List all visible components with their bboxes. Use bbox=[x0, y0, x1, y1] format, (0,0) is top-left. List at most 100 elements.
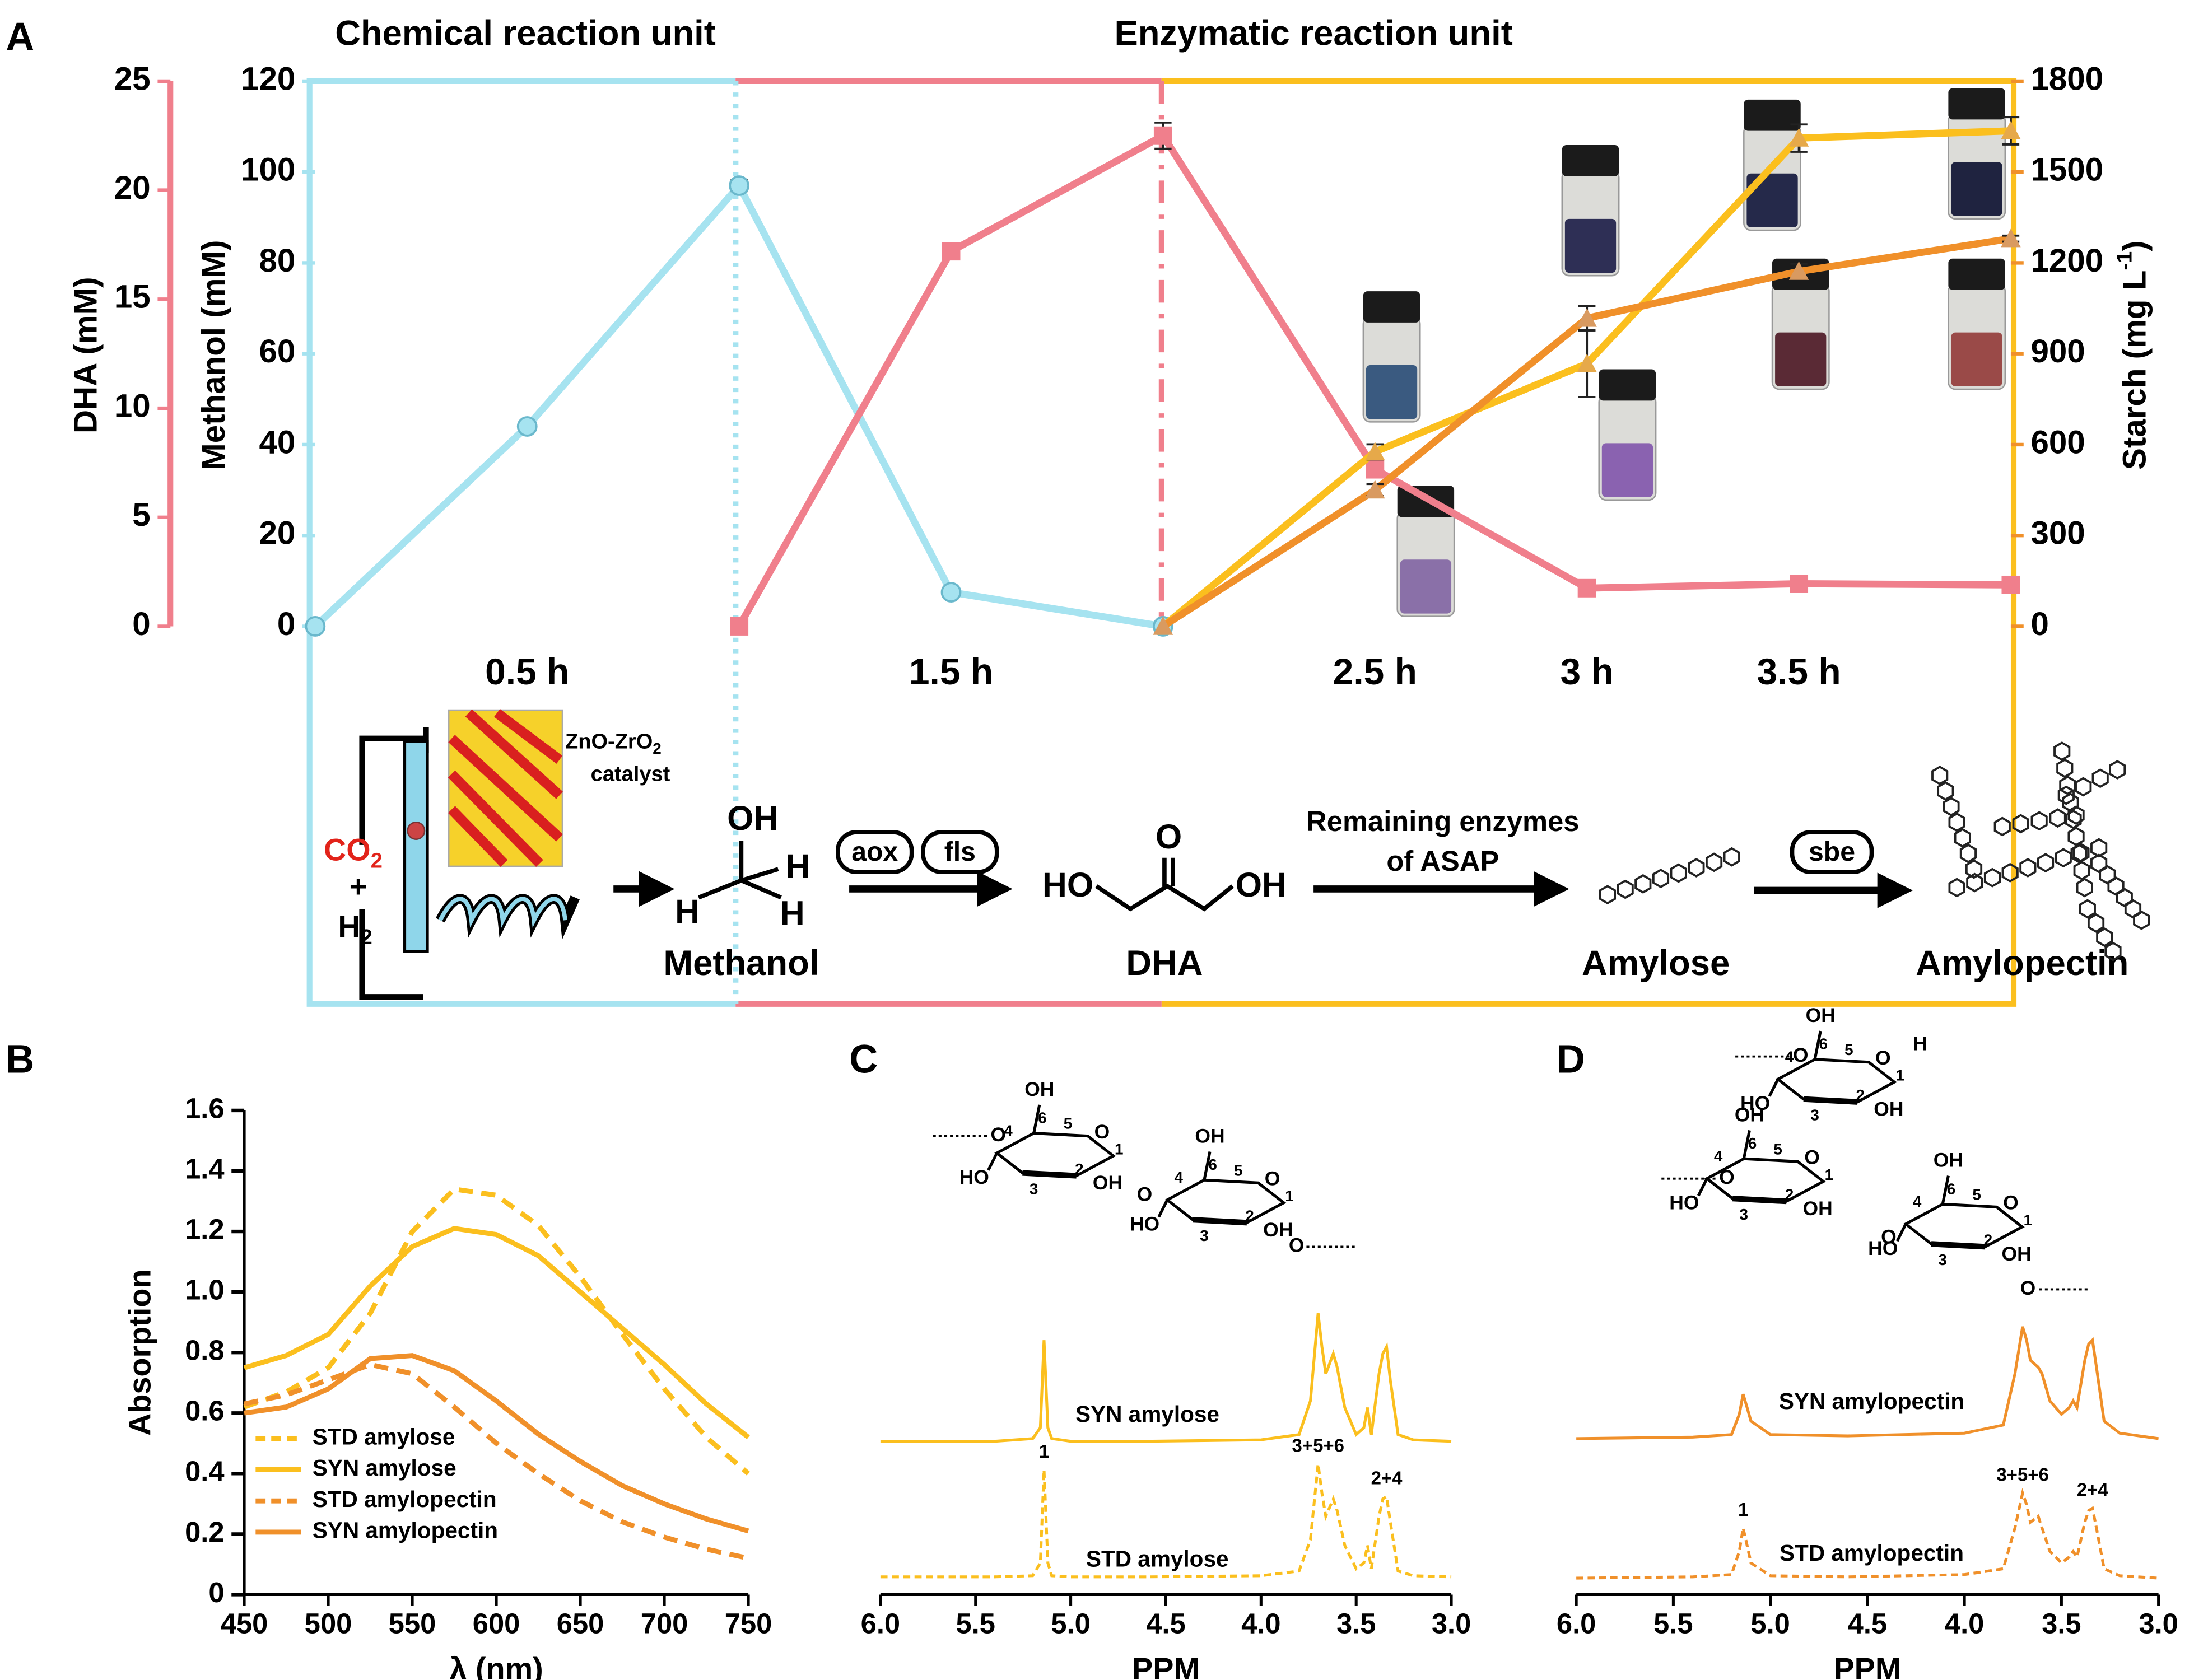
scheme-label: ZnO-ZrO2 bbox=[565, 730, 662, 757]
atom-label: O bbox=[1094, 1121, 1110, 1143]
marker bbox=[942, 242, 961, 261]
marker bbox=[305, 616, 326, 637]
glucose-icon bbox=[2104, 941, 2122, 962]
glucose-icon bbox=[1959, 843, 1977, 864]
atom-label: O bbox=[1875, 1047, 1891, 1069]
marker bbox=[516, 416, 538, 437]
y-tick-label: 600 bbox=[2030, 424, 2085, 460]
series-line bbox=[243, 1226, 750, 1440]
marker bbox=[2001, 575, 2020, 594]
atom-label: 3 bbox=[1810, 1106, 1819, 1123]
x-tick-label: 4.0 bbox=[1945, 1608, 1984, 1640]
marker bbox=[729, 175, 749, 196]
atom-label: 2 bbox=[1075, 1160, 1084, 1178]
atom-label: 2 bbox=[1245, 1207, 1254, 1224]
x-tick-label: 3.0 bbox=[1432, 1608, 1471, 1640]
atom-label: 4 bbox=[1785, 1048, 1794, 1066]
sugar-ring bbox=[1803, 1096, 1858, 1105]
glucose-icon bbox=[2109, 760, 2126, 780]
vial-liquid bbox=[1400, 559, 1452, 614]
glucose-icon bbox=[2075, 777, 2092, 797]
atom-label: OH bbox=[2001, 1243, 2031, 1265]
scheme-label: H2 bbox=[338, 909, 372, 949]
atom-label: 1 bbox=[1895, 1066, 1904, 1084]
compound-name: DHA bbox=[1126, 944, 1203, 983]
marker bbox=[1365, 480, 1385, 499]
marker bbox=[1577, 578, 1596, 598]
catalyst-particle bbox=[407, 822, 426, 840]
peak-label: 3+5+6 bbox=[1292, 1435, 1344, 1456]
spectrum bbox=[1576, 1326, 2159, 1440]
scheme-label: catalyst bbox=[591, 763, 670, 786]
atom: H bbox=[780, 894, 805, 932]
scheme-label: Remaining enzymes bbox=[1306, 805, 1579, 837]
vial-liquid bbox=[1366, 365, 1418, 419]
y-tick-label: 0 bbox=[2030, 606, 2048, 642]
x-tick-label: 2.5 h bbox=[1333, 651, 1417, 692]
atom-label: 3 bbox=[1200, 1227, 1209, 1244]
glucose-icon bbox=[2053, 741, 2071, 761]
glucose-icon bbox=[1993, 816, 2011, 837]
glucose-icon bbox=[1966, 872, 1983, 893]
enzyme-box bbox=[921, 830, 999, 874]
x-tick-label: 5.0 bbox=[1750, 1608, 1790, 1640]
scheme-label: 2 bbox=[361, 926, 372, 949]
atom-label: 5 bbox=[1844, 1041, 1853, 1058]
series-line bbox=[244, 1362, 749, 1561]
y-tick-label: 15 bbox=[114, 279, 151, 315]
glucose-icon bbox=[2107, 876, 2125, 896]
atom-label: 4 bbox=[1714, 1147, 1723, 1165]
glucose-icon bbox=[2067, 805, 2085, 825]
glucose-icon bbox=[1599, 885, 1617, 905]
reactor bbox=[403, 740, 429, 953]
x-axis-label: PPM bbox=[1132, 1651, 1200, 1680]
y-axis-label: Absorption bbox=[122, 1270, 157, 1436]
scheme-label: 2 bbox=[371, 849, 383, 872]
x-tick-label: 500 bbox=[305, 1608, 352, 1640]
glucose-icon bbox=[1965, 859, 1983, 879]
atom-label: O bbox=[990, 1123, 1006, 1146]
panel-letter: D bbox=[1557, 1038, 1585, 1082]
glucose-icon bbox=[1931, 766, 1949, 786]
atom-label: O bbox=[1265, 1168, 1280, 1190]
y-tick-label: 1.4 bbox=[185, 1152, 224, 1184]
y-tick-label: 1.6 bbox=[185, 1092, 224, 1124]
atom: OH bbox=[727, 799, 778, 837]
atom-label: 5 bbox=[1064, 1115, 1073, 1132]
glucose-icon bbox=[1617, 879, 1634, 899]
series-label: SYN amylopectin bbox=[1779, 1388, 1964, 1414]
peak-label: 2+4 bbox=[2077, 1480, 2109, 1500]
x-tick-label: 3.5 bbox=[2042, 1608, 2081, 1640]
frame-enzymatic bbox=[1161, 78, 2017, 1007]
glucose-icon bbox=[1670, 863, 1687, 883]
x-tick-label: 3.5 h bbox=[1757, 651, 1841, 692]
y-tick-label: 0.2 bbox=[185, 1516, 224, 1548]
atom-label: O bbox=[1719, 1166, 1735, 1188]
glucose-icon bbox=[2056, 758, 2074, 778]
y-tick-label: 10 bbox=[114, 388, 151, 424]
vial-liquid bbox=[1775, 332, 1827, 386]
atom-label: 5 bbox=[1972, 1186, 1981, 1203]
glucose-icon bbox=[2070, 843, 2088, 864]
atom: OH bbox=[1236, 866, 1287, 904]
atom-label: HO bbox=[1130, 1213, 1159, 1235]
y-tick-label: 5 bbox=[132, 497, 150, 533]
x-tick-label: 6.0 bbox=[1557, 1608, 1596, 1640]
atom-label: O bbox=[1289, 1234, 1305, 1257]
frame-enzymatic bbox=[735, 78, 1162, 1007]
atom-label: O bbox=[2020, 1277, 2036, 1299]
glucose-icon bbox=[2057, 785, 2075, 805]
atom-label: 4 bbox=[1913, 1193, 1922, 1210]
peak-label: 1 bbox=[1738, 1499, 1748, 1520]
peak-label: 3+5+6 bbox=[1996, 1464, 2048, 1485]
vial-cap bbox=[1948, 258, 2005, 290]
legend-label: SYN amylose bbox=[313, 1455, 456, 1481]
y-tick-label: 80 bbox=[259, 242, 295, 279]
atom-label: HO bbox=[1740, 1092, 1770, 1114]
glucose-icon bbox=[1705, 852, 1723, 872]
atom-label: 1 bbox=[1285, 1187, 1294, 1205]
marker bbox=[1153, 126, 1172, 145]
x-axis-label: PPM bbox=[1833, 1651, 1901, 1680]
y-tick-label: 0.4 bbox=[185, 1455, 224, 1487]
